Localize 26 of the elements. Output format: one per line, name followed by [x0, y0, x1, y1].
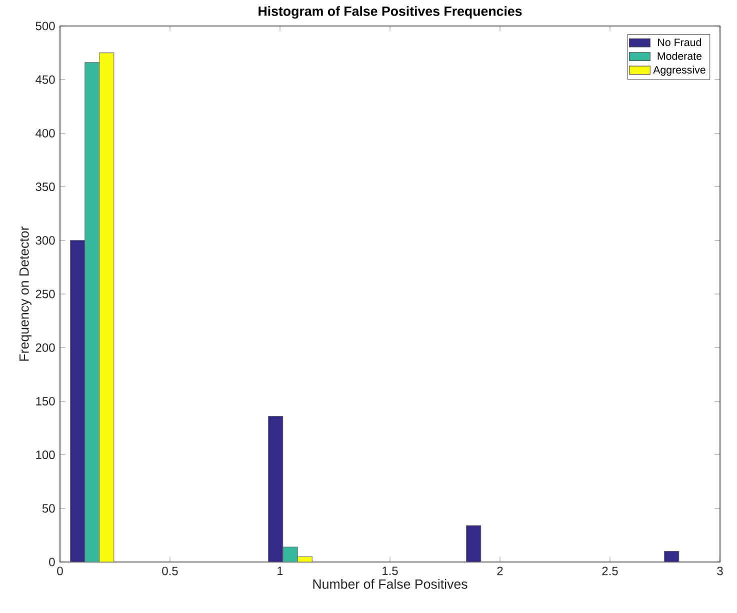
- y-tick-label: 400: [36, 128, 55, 138]
- x-tick-label: 1: [278, 566, 283, 575]
- y-tick-label: 500: [36, 22, 55, 30]
- y-tick-label: 450: [36, 75, 55, 84]
- legend-label: Aggressive: [653, 66, 706, 76]
- y-tick-label: 300: [36, 236, 55, 245]
- y-tick-label: 200: [36, 343, 55, 352]
- x-tick-label: 2.5: [602, 566, 618, 576]
- y-tick-label: 350: [36, 182, 55, 192]
- y-tick-label: 100: [36, 450, 55, 460]
- y-tick-label: 150: [36, 396, 55, 406]
- legend-label: Moderate: [658, 52, 702, 60]
- bar: [664, 551, 680, 562]
- y-tick-label: 50: [42, 504, 55, 513]
- x-tick-label: 2: [497, 566, 503, 576]
- x-tick-label: 0.5: [162, 566, 178, 576]
- y-tick-label: 250: [36, 290, 55, 298]
- y-axis-title: Frequency on Detector: [20, 226, 32, 361]
- x-tick-label: 3: [717, 566, 723, 576]
- chart-title: Histogram of False Positives Frequencies: [258, 6, 522, 19]
- legend-label: No Fraud: [658, 38, 701, 46]
- x-axis-title: Number of False Positives: [313, 579, 468, 589]
- x-tick-label: 1.5: [382, 566, 398, 576]
- y-tick-label: 0: [49, 558, 55, 566]
- bar: [466, 525, 482, 562]
- x-tick-label: 0: [57, 566, 63, 576]
